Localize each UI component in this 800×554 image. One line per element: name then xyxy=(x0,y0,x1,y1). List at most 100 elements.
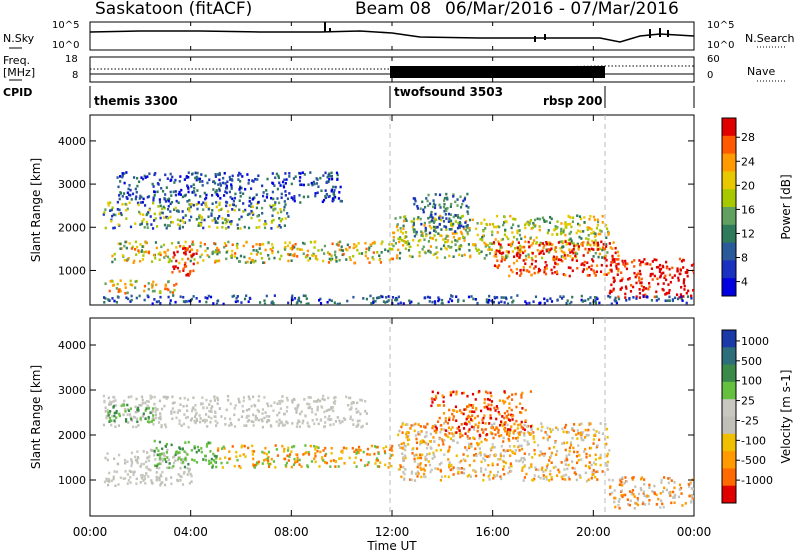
velocity-cell xyxy=(523,423,526,427)
power-cell xyxy=(545,241,548,244)
velocity-cell xyxy=(179,474,182,478)
velocity-cell xyxy=(665,488,669,492)
velocity-cell xyxy=(470,445,473,448)
velocity-cell xyxy=(430,468,433,472)
power-cell xyxy=(113,257,117,261)
power-cell xyxy=(321,200,324,204)
power-cell xyxy=(596,218,599,222)
power-cell xyxy=(225,227,228,230)
power-ytick-label-0: 1000 xyxy=(58,264,86,277)
velocity-cell xyxy=(510,469,513,473)
power-cell xyxy=(180,188,183,192)
velocity-cell xyxy=(466,434,469,438)
power-colorbar-cell-0 xyxy=(722,118,736,137)
power-cell xyxy=(571,258,574,262)
power-cell xyxy=(365,247,368,251)
velocity-cell xyxy=(431,426,434,430)
power-cell xyxy=(284,241,287,245)
velocity-cell xyxy=(480,467,483,470)
velocity-cell xyxy=(194,408,197,412)
power-cell xyxy=(223,245,226,249)
velocity-cell xyxy=(317,422,320,426)
power-cell xyxy=(372,301,375,304)
velocity-cell xyxy=(526,430,530,434)
power-cell xyxy=(685,291,688,295)
velocity-cell xyxy=(282,450,286,453)
power-cell xyxy=(524,258,528,261)
power-cell xyxy=(139,223,142,226)
power-cell xyxy=(517,248,520,252)
velocity-cell xyxy=(549,469,552,473)
velocity-cell xyxy=(285,420,288,424)
velocity-cell xyxy=(400,475,403,479)
power-cell xyxy=(242,244,245,248)
power-cell xyxy=(590,232,593,235)
power-cell xyxy=(125,217,128,220)
velocity-cell xyxy=(170,443,173,447)
velocity-cell xyxy=(144,417,147,421)
power-cell xyxy=(442,219,446,223)
velocity-cell xyxy=(577,444,580,447)
power-cell xyxy=(217,248,220,252)
power-cell xyxy=(444,213,447,216)
power-cell xyxy=(554,225,557,228)
velocity-cell xyxy=(514,429,517,432)
power-cell xyxy=(251,258,254,262)
velocity-cell xyxy=(104,406,107,410)
velocity-cell xyxy=(205,406,209,410)
power-cell xyxy=(617,295,620,299)
velocity-cell xyxy=(475,474,478,478)
power-cell xyxy=(601,256,604,259)
velocity-cell xyxy=(133,470,136,474)
velocity-cell xyxy=(219,457,222,461)
velocity-cell xyxy=(191,407,194,411)
power-cell xyxy=(402,224,405,228)
velocity-cell xyxy=(233,425,237,428)
velocity-ytick-label-3: 4000 xyxy=(58,339,86,352)
power-cell xyxy=(431,237,435,240)
power-cell xyxy=(192,262,195,266)
velocity-cell xyxy=(565,430,568,434)
power-cell xyxy=(216,250,219,253)
power-cell xyxy=(476,249,479,253)
velocity-cell xyxy=(452,418,455,421)
power-cell xyxy=(491,242,494,246)
power-cell xyxy=(611,254,614,258)
power-cell xyxy=(169,215,172,219)
power-cell xyxy=(170,241,174,245)
power-cell xyxy=(249,205,253,208)
power-cell xyxy=(153,219,156,222)
velocity-cell xyxy=(267,465,271,468)
power-cell xyxy=(172,256,175,259)
power-cell xyxy=(327,174,331,177)
velocity-cell xyxy=(156,453,159,457)
velocity-cell xyxy=(136,461,139,465)
power-cell xyxy=(394,217,397,220)
power-cell xyxy=(653,295,656,299)
power-cell xyxy=(169,202,172,206)
power-cell xyxy=(559,232,563,236)
velocity-cell xyxy=(193,415,197,419)
power-cell xyxy=(484,245,487,248)
velocity-cell xyxy=(318,465,321,468)
power-cell xyxy=(111,206,114,210)
power-cell xyxy=(123,244,126,248)
power-cell xyxy=(371,241,374,245)
velocity-cell xyxy=(193,446,196,450)
power-cell xyxy=(594,273,597,277)
velocity-cell xyxy=(402,465,405,469)
power-cell xyxy=(466,232,469,236)
velocity-cell xyxy=(370,444,374,448)
velocity-cell xyxy=(351,447,354,450)
power-cell xyxy=(543,266,547,269)
power-cell xyxy=(605,264,608,268)
power-cell xyxy=(499,243,502,247)
velocity-cell xyxy=(334,399,337,403)
velocity-cell xyxy=(528,466,531,470)
power-cell xyxy=(519,268,522,272)
velocity-cell xyxy=(657,497,660,501)
velocity-cell xyxy=(471,404,475,407)
power-cell xyxy=(608,291,611,295)
power-cell xyxy=(516,251,519,255)
power-cell xyxy=(221,221,224,225)
